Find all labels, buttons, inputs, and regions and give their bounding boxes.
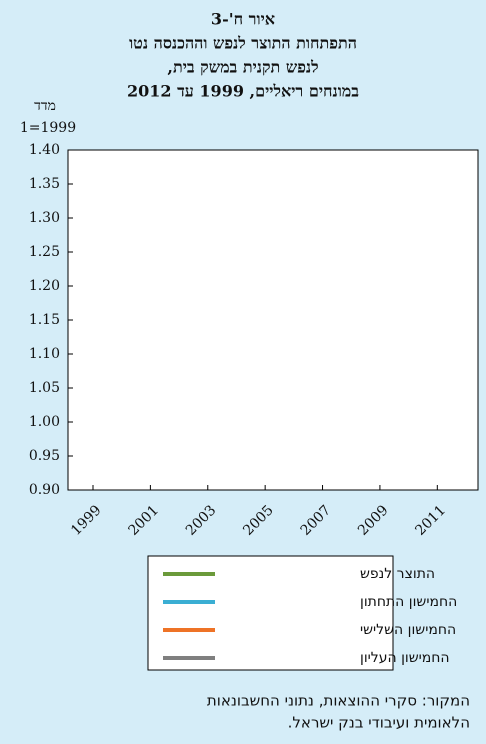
legend-label: החמישון השלישי [360, 622, 456, 638]
chart-title: איור ח'-3 [211, 10, 275, 29]
y-tick-label: 1.30 [29, 210, 60, 226]
source-note: המקור: סקרי ההוצאות, נתוני החשבונאות [207, 692, 470, 710]
y-tick-label: 0.95 [29, 448, 60, 464]
chart-title: במונחים ריאליים, 1999 עד 2012 [127, 82, 359, 101]
y-tick-label: 1.05 [29, 380, 60, 396]
y-tick-label: 1.15 [29, 312, 60, 328]
plot-area [67, 149, 479, 491]
y-tick-label: 1.40 [29, 142, 60, 158]
y-tick-label: 1.20 [29, 278, 60, 294]
legend-label: התוצר לנפש [360, 566, 435, 582]
y-tick-label: 1.35 [29, 176, 60, 192]
chart-title: לנפש תקנית במשק בית, [167, 58, 318, 77]
chart-title: התפתחות התוצר לנפש וההכנסה נטו [129, 34, 357, 53]
y-tick-label: 0.90 [29, 482, 60, 498]
source-note: הלאומית ועיבודי בנק ישראל. [288, 714, 470, 732]
y-tick-label: 1.10 [29, 346, 60, 362]
legend-label: החמישון העליון [360, 650, 450, 666]
y-tick-label: 1.25 [29, 244, 60, 260]
y-axis-label: מדד [34, 98, 56, 114]
y-axis-label: 1=1999 [20, 120, 76, 136]
legend-label: החמישון התחתון [360, 594, 457, 610]
y-tick-label: 1.00 [29, 414, 60, 430]
